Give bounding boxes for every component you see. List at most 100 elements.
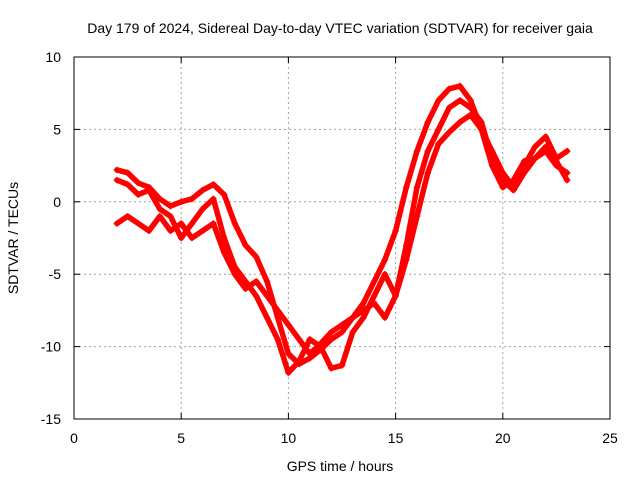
x-tick-label: 5 xyxy=(177,430,185,446)
data-point xyxy=(156,195,163,203)
data-point xyxy=(285,369,292,376)
series-track-3 xyxy=(113,111,571,358)
data-point xyxy=(467,104,474,111)
data-point xyxy=(370,278,378,285)
data-point xyxy=(199,205,206,213)
data-point xyxy=(210,220,217,227)
data-point xyxy=(113,166,121,174)
data-point xyxy=(274,307,281,314)
data-point xyxy=(542,133,549,140)
data-point xyxy=(317,340,324,347)
data-point xyxy=(328,336,335,343)
data-point xyxy=(199,187,206,194)
data-point xyxy=(553,158,560,165)
data-point xyxy=(306,350,314,358)
data-point xyxy=(124,181,131,188)
y-tick-label: -10 xyxy=(41,339,61,355)
data-point xyxy=(135,191,142,198)
data-point xyxy=(381,256,389,263)
data-point xyxy=(242,285,249,292)
data-point xyxy=(167,213,174,220)
y-tick-label: -5 xyxy=(49,266,62,282)
x-axis-title: GPS time / hours xyxy=(287,458,394,474)
data-point xyxy=(145,227,153,234)
data-point xyxy=(446,104,453,111)
data-point xyxy=(285,350,292,358)
data-point xyxy=(424,147,431,155)
data-point xyxy=(306,336,314,343)
x-tick-label: 15 xyxy=(388,430,404,446)
data-point xyxy=(178,234,185,242)
data-point xyxy=(242,242,249,249)
data-point xyxy=(295,336,303,343)
data-point xyxy=(392,292,399,300)
data-point xyxy=(403,184,410,191)
data-point xyxy=(381,314,389,321)
data-point xyxy=(360,307,367,314)
data-point xyxy=(328,365,335,372)
data-point xyxy=(210,195,217,203)
data-point xyxy=(220,191,228,198)
data-point xyxy=(113,176,121,184)
data-point xyxy=(424,169,431,177)
data-point xyxy=(231,220,238,227)
data-point xyxy=(167,227,174,234)
chart-title: Day 179 of 2024, Sidereal Day-to-day VTE… xyxy=(87,20,593,36)
data-point xyxy=(521,158,528,165)
x-tick-label: 10 xyxy=(281,430,297,446)
data-point xyxy=(220,249,228,256)
data-point xyxy=(446,129,453,136)
data-point xyxy=(178,198,185,205)
y-tick-label: -15 xyxy=(41,411,61,427)
data-point xyxy=(263,278,271,285)
data-point xyxy=(370,292,378,300)
x-axis: 0 5 10 15 20 25 xyxy=(70,57,618,446)
y-axis-title: SDTVAR / TECUs xyxy=(5,182,21,294)
data-point xyxy=(446,85,453,93)
y-tick-label: 10 xyxy=(45,49,61,65)
x-tick-label: 20 xyxy=(495,430,511,446)
data-point xyxy=(295,357,303,365)
data-point xyxy=(156,205,163,213)
data-point xyxy=(392,227,399,234)
data-point xyxy=(231,271,238,278)
data-point xyxy=(542,143,549,150)
data-point xyxy=(145,187,153,194)
data-point xyxy=(338,328,346,336)
data-point xyxy=(381,271,389,278)
y-axis: -15 -10 -5 0 5 10 xyxy=(41,49,610,427)
data-point xyxy=(521,169,528,177)
x-tick-label: 25 xyxy=(602,430,618,446)
data-point xyxy=(113,220,121,227)
data-point xyxy=(467,97,474,104)
data-point xyxy=(424,118,431,126)
data-point xyxy=(510,187,517,194)
data-point xyxy=(263,314,271,321)
data-point xyxy=(338,362,346,369)
data-point xyxy=(499,184,506,191)
data-point xyxy=(338,321,346,329)
data-point xyxy=(199,227,206,234)
data-point xyxy=(188,220,196,227)
data-point xyxy=(360,314,367,321)
data-point xyxy=(210,181,217,188)
data-point xyxy=(467,111,474,119)
data-point xyxy=(488,162,496,169)
data-point xyxy=(360,299,367,307)
data-point xyxy=(253,253,260,261)
data-point xyxy=(413,147,421,155)
data-point xyxy=(403,256,410,263)
data-point xyxy=(435,97,442,104)
data-point xyxy=(178,220,185,227)
data-point xyxy=(188,234,196,242)
data-point xyxy=(124,169,131,177)
data-point xyxy=(413,184,421,191)
data-point xyxy=(456,97,464,104)
data-point xyxy=(349,314,356,321)
data-point xyxy=(531,155,539,162)
data-point xyxy=(478,126,485,133)
data-point xyxy=(456,118,464,126)
data-point xyxy=(435,126,442,133)
data-point xyxy=(413,213,421,220)
